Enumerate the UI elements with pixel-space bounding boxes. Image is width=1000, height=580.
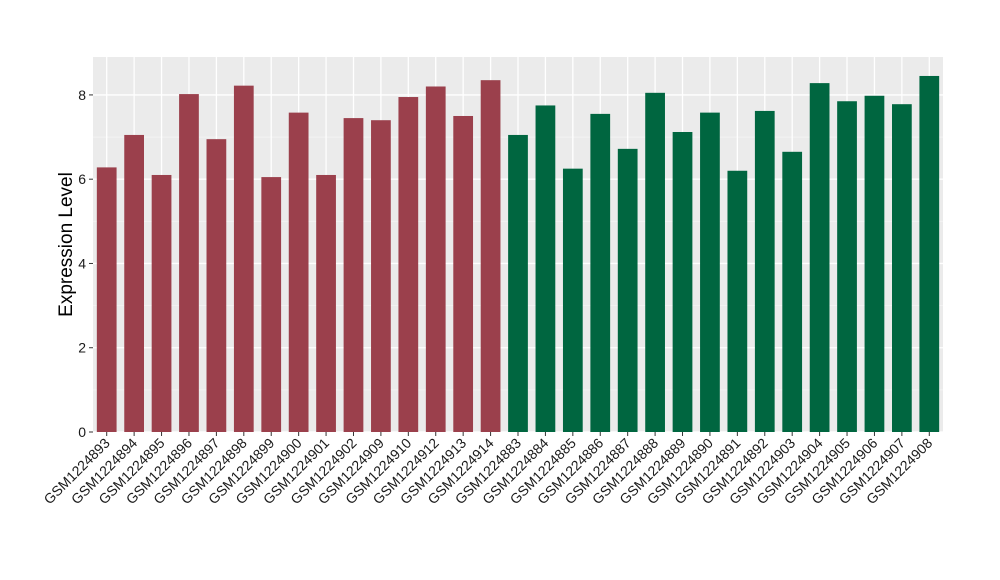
bar-GSM1224897: [206, 139, 227, 433]
bar-GSM1224894: [124, 134, 144, 432]
bar-GSM1224908: [919, 75, 940, 433]
bar-GSM1224909: [371, 120, 391, 433]
y-axis: 0 2 4 6 8: [78, 87, 93, 440]
bar-GSM1224902: [343, 118, 364, 432]
bar-GSM1224887: [617, 148, 638, 432]
y-tick-label: 8: [78, 87, 86, 103]
bar-GSM1224884: [535, 105, 556, 433]
bar-GSM1224907: [892, 104, 912, 432]
bar-GSM1224900: [288, 112, 309, 432]
bar-GSM1224903: [782, 151, 803, 432]
bar-GSM1224883: [508, 134, 528, 432]
y-axis-title: Expression Level: [56, 172, 77, 317]
bar-GSM1224890: [700, 112, 720, 432]
bar-GSM1224885: [562, 168, 583, 433]
bar-GSM1224893: [96, 167, 117, 433]
y-tick-label: 6: [78, 171, 86, 187]
bar-GSM1224888: [645, 92, 665, 432]
bar-GSM1224889: [672, 132, 693, 432]
bar-GSM1224898: [233, 85, 254, 433]
bar-GSM1224904: [809, 83, 830, 432]
bar-GSM1224892: [754, 110, 775, 432]
y-tick-label: 4: [78, 255, 86, 271]
bars: [96, 75, 940, 433]
bar-GSM1224891: [727, 170, 748, 432]
y-tick-label: 2: [78, 340, 86, 356]
y-tick-label: 0: [78, 424, 86, 440]
x-axis: GSM1224893GSM1224894GSM1224895GSM1224896…: [40, 432, 936, 507]
bar-GSM1224896: [179, 94, 199, 433]
bar-GSM1224901: [316, 174, 336, 432]
bar-GSM1224905: [837, 101, 857, 432]
bar-GSM1224886: [590, 113, 611, 432]
bar-GSM1224910: [398, 97, 419, 433]
bar-GSM1224906: [864, 95, 885, 433]
bar-GSM1224914: [480, 80, 501, 432]
bar-GSM1224912: [425, 86, 446, 432]
bar-GSM1224895: [151, 174, 172, 432]
bar-GSM1224899: [261, 177, 282, 432]
bar-GSM1224913: [453, 115, 474, 432]
